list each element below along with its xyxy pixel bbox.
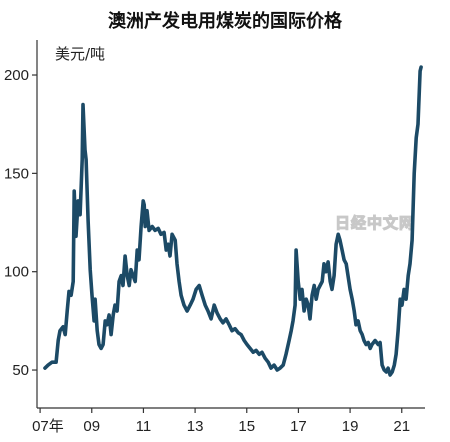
x-tick-label-2019: 19 — [342, 418, 359, 435]
chart-title: 澳洲产发电用煤炭的国际价格 — [108, 10, 343, 32]
x-tick-label-2009: 09 — [83, 418, 100, 435]
watermark: 日经中文网 — [335, 214, 415, 232]
x-tick-label-2013: 13 — [187, 418, 204, 435]
y-tick-label-100: 100 — [4, 264, 29, 281]
y-axis-unit-label: 美元/吨 — [55, 45, 105, 63]
x-tick-label-2007: 07年 — [32, 418, 64, 435]
y-axis-ticks: 50 100 150 200 — [4, 67, 37, 379]
x-tick-label-2011: 11 — [136, 418, 152, 435]
x-tick-label-2021: 21 — [393, 418, 410, 435]
x-tick-label-2017: 17 — [290, 418, 307, 435]
series-layer — [43, 65, 423, 377]
y-tick-label-50: 50 — [12, 362, 29, 379]
x-tick-label-2015: 15 — [238, 418, 255, 435]
price-series-line — [43, 65, 423, 377]
x-axis-ticks: 07年 09 11 13 15 17 19 21 — [32, 408, 410, 435]
y-tick-label-150: 150 — [4, 165, 29, 182]
y-tick-label-200: 200 — [4, 67, 29, 84]
